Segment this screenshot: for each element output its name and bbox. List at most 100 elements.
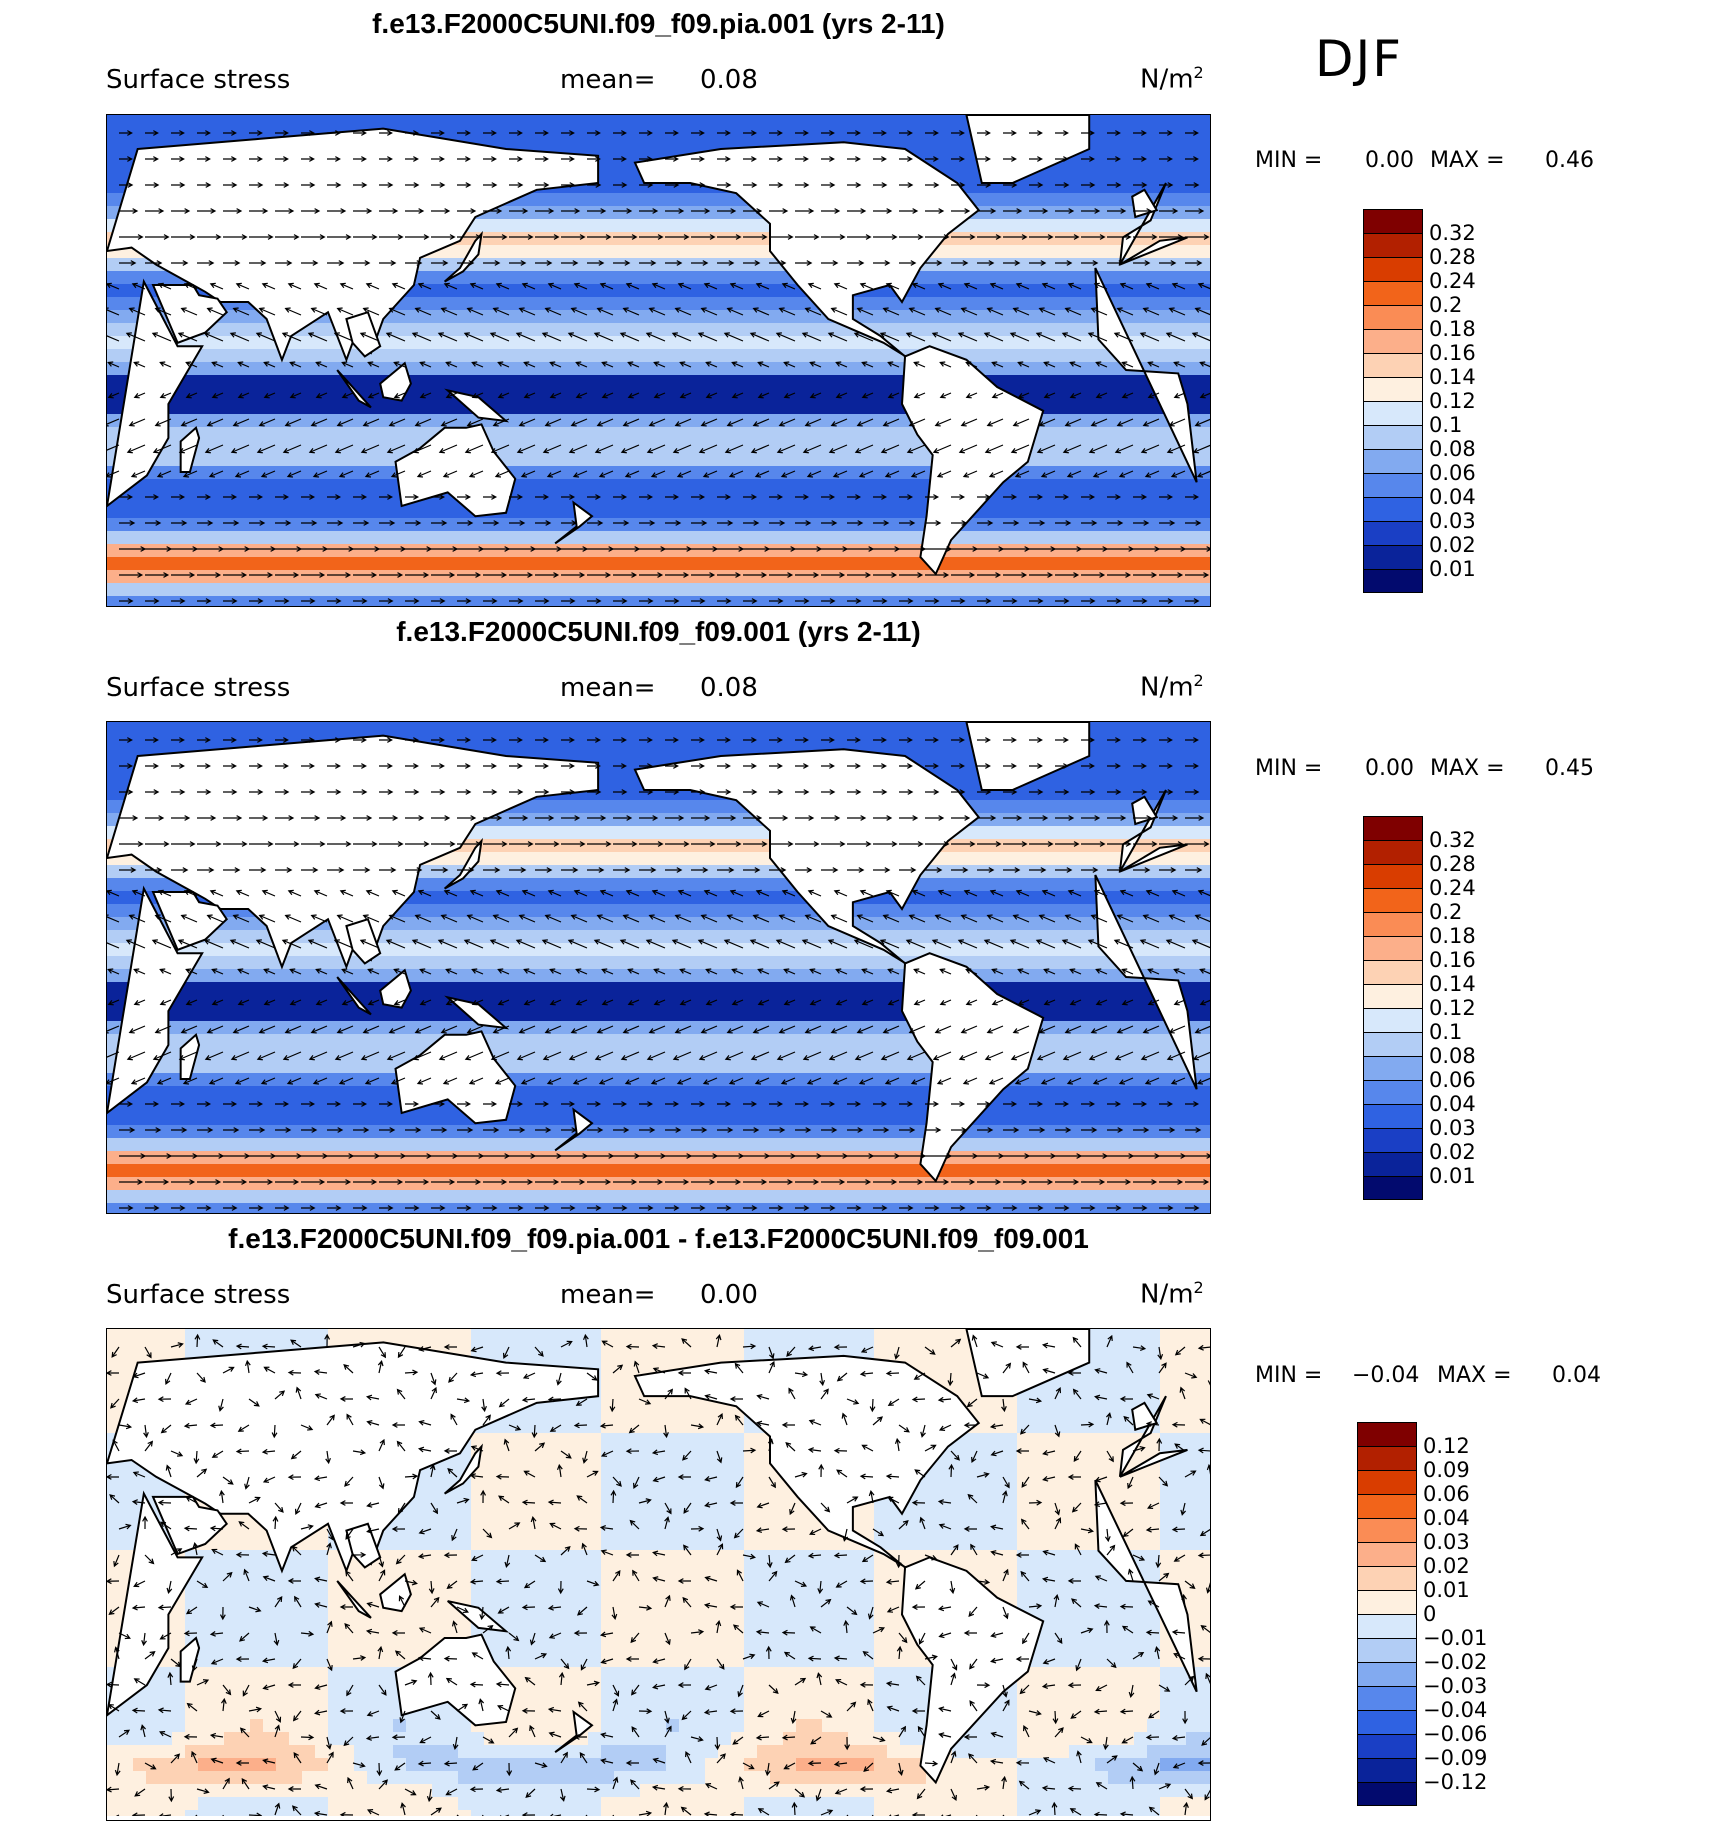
panel-2-mean-value: 0.08 [700, 673, 758, 703]
colorbar-bin [1363, 425, 1423, 449]
panel-3-map-svg [107, 1329, 1211, 1816]
colorbar-tick-label: 0.06 [1423, 1482, 1470, 1506]
colorbar-bin [1357, 1686, 1417, 1710]
colorbar-bin [1363, 473, 1423, 497]
panel-3-title: f.e13.F2000C5UNI.f09_f09.pia.001 - f.e13… [106, 1222, 1211, 1256]
season-label: DJF [1315, 30, 1403, 88]
colorbar-bin [1363, 984, 1423, 1008]
colorbar-bin [1363, 1176, 1423, 1200]
colorbar-tick-label: 0.08 [1429, 437, 1476, 461]
colorbar-bin [1363, 864, 1423, 888]
colorbar-tick-label: −0.01 [1423, 1626, 1487, 1650]
panel-3-mean-value: 0.00 [700, 1280, 758, 1310]
colorbar-tick-label: −0.02 [1423, 1650, 1487, 1674]
panel-2-max-value: 0.45 [1545, 755, 1594, 783]
colorbar-tick-label: 0.32 [1429, 221, 1476, 245]
colorbar-bin [1363, 449, 1423, 473]
colorbar-tick-label: 0.03 [1429, 1116, 1476, 1140]
colorbar-tick-label: 0.14 [1429, 365, 1476, 389]
colorbar-tick-label: 0.1 [1429, 1020, 1462, 1044]
colorbar-tick-label: 0.02 [1429, 533, 1476, 557]
colorbar-bin [1363, 816, 1423, 840]
panel-1-map-svg [107, 115, 1211, 607]
colorbar-tick-label: 0.06 [1429, 1068, 1476, 1092]
colorbar-tick-label: 0.04 [1429, 1092, 1476, 1116]
colorbar-bin [1357, 1494, 1417, 1518]
panel-1-mean-value: 0.08 [700, 65, 758, 95]
colorbar-bin [1363, 401, 1423, 425]
panel-2-variable: Surface stress [106, 673, 290, 703]
panel-2-map-svg [107, 722, 1211, 1214]
colorbar-tick-label: −0.06 [1423, 1722, 1487, 1746]
panel-3-max-value: 0.04 [1552, 1362, 1601, 1390]
colorbar-bin [1363, 912, 1423, 936]
panel-2-units: N/m2 [1140, 666, 1204, 703]
colorbar-bin [1363, 1032, 1423, 1056]
colorbar-tick-label: 0.01 [1423, 1578, 1470, 1602]
colorbar-tick-label: 0.12 [1429, 389, 1476, 413]
colorbar-tick-label: −0.03 [1423, 1674, 1487, 1698]
panel-2-title: f.e13.F2000C5UNI.f09_f09.001 (yrs 2-11) [106, 615, 1211, 649]
panel-3-min-value: −0.04 [1352, 1362, 1419, 1390]
colorbar-bin [1363, 936, 1423, 960]
colorbar-bin [1363, 569, 1423, 593]
colorbar-bin [1363, 329, 1423, 353]
colorbar-tick-label: 0.08 [1429, 1044, 1476, 1068]
panel-1-title: f.e13.F2000C5UNI.f09_f09.pia.001 (yrs 2-… [106, 7, 1211, 41]
colorbar-tick-label: 0.03 [1423, 1530, 1470, 1554]
panel-1-max-value: 0.46 [1545, 147, 1594, 175]
colorbar-bin [1363, 233, 1423, 257]
colorbar-tick-label: 0.16 [1429, 948, 1476, 972]
colorbar-bin [1357, 1614, 1417, 1638]
panel-2-min-value: 0.00 [1365, 755, 1414, 783]
colorbar-tick-label: 0.24 [1429, 876, 1476, 900]
colorbar-bin [1357, 1638, 1417, 1662]
panel-1-max-label: MAX = [1430, 147, 1505, 175]
colorbar-bin [1363, 305, 1423, 329]
panel-3-max-label: MAX = [1437, 1362, 1512, 1390]
colorbar-tick-label: 0.28 [1429, 852, 1476, 876]
panel-1-min-label: MIN = [1255, 147, 1322, 175]
colorbar-tick-label: 0.01 [1429, 1164, 1476, 1188]
colorbar-bin [1363, 281, 1423, 305]
colorbar-tick-label: 0.1 [1429, 413, 1462, 437]
colorbar-bin [1363, 1056, 1423, 1080]
panel-2-min-label: MIN = [1255, 755, 1322, 783]
colorbar-bin [1357, 1734, 1417, 1758]
panel-3-mean-label: mean= [560, 1280, 656, 1310]
colorbar-tick-label: 0.02 [1423, 1554, 1470, 1578]
panel-2-mean-label: mean= [560, 673, 656, 703]
colorbar-bin [1357, 1518, 1417, 1542]
colorbar-tick-label: −0.12 [1423, 1770, 1487, 1794]
colorbar-tick-label: 0.16 [1429, 341, 1476, 365]
colorbar-bin [1357, 1758, 1417, 1782]
colorbar-bin [1363, 960, 1423, 984]
colorbar-bin [1357, 1782, 1417, 1806]
panel-3-units: N/m2 [1140, 1273, 1204, 1310]
colorbar-bin [1363, 257, 1423, 281]
colorbar-bin [1363, 1104, 1423, 1128]
colorbar-bin [1363, 1080, 1423, 1104]
colorbar-bin [1363, 888, 1423, 912]
panel-1-units: N/m2 [1140, 58, 1204, 95]
panel-2-max-label: MAX = [1430, 755, 1505, 783]
colorbar-bin [1357, 1470, 1417, 1494]
colorbar-bin [1357, 1590, 1417, 1614]
colorbar-tick-label: 0.24 [1429, 269, 1476, 293]
colorbar-tick-label: 0.09 [1423, 1458, 1470, 1482]
panel-1-map [106, 114, 1211, 607]
colorbar-bin [1363, 1128, 1423, 1152]
panel-1-variable: Surface stress [106, 65, 290, 95]
colorbar-tick-label: 0.12 [1423, 1434, 1470, 1458]
colorbar-bin [1363, 1152, 1423, 1176]
colorbar-bin [1357, 1662, 1417, 1686]
colorbar-tick-label: 0.03 [1429, 509, 1476, 533]
colorbar-bin [1357, 1446, 1417, 1470]
colorbar-tick-label: 0.14 [1429, 972, 1476, 996]
panel-3-variable: Surface stress [106, 1280, 290, 1310]
colorbar-tick-label: 0.32 [1429, 828, 1476, 852]
colorbar-bin [1363, 521, 1423, 545]
colorbar-tick-label: 0.04 [1429, 485, 1476, 509]
colorbar-bin [1357, 1422, 1417, 1446]
colorbar-bin [1357, 1542, 1417, 1566]
